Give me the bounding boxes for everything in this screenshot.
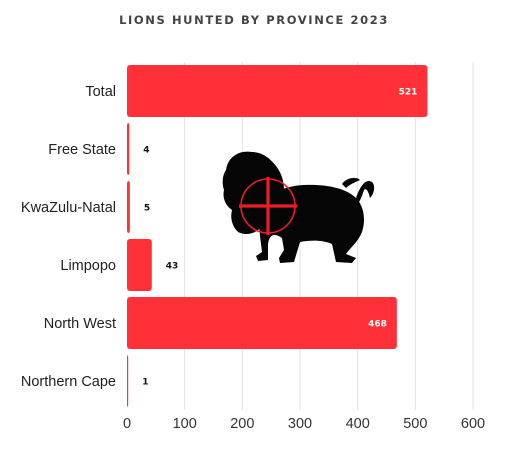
category-label: Total — [85, 84, 116, 100]
x-axis-ticks: 0 100 200 300 400 500 600 — [123, 416, 485, 432]
data-label: 1 — [142, 378, 148, 388]
data-label: 43 — [166, 262, 179, 272]
x-tick-label: 600 — [461, 416, 485, 432]
data-label: 5 — [144, 204, 150, 214]
data-label: 521 — [399, 88, 418, 98]
category-label: KwaZulu-Natal — [21, 200, 116, 216]
chart-title: LIONS HUNTED BY PROVINCE 2023 — [119, 13, 389, 27]
category-labels: Total 521 Free State 4 KwaZulu-Natal 5 Limpopo… — [21, 84, 418, 390]
category-label: Free State — [48, 142, 116, 158]
category-label: North West — [44, 316, 116, 332]
lion-crosshair-icon — [222, 151, 375, 263]
data-label: 468 — [368, 320, 387, 330]
bar — [127, 355, 129, 407]
bar — [127, 181, 130, 233]
bar — [127, 239, 152, 291]
bar — [127, 123, 130, 175]
bars — [127, 65, 428, 407]
data-label: 4 — [143, 146, 149, 156]
bar — [127, 297, 397, 349]
x-tick-label: 400 — [346, 416, 370, 432]
bar — [127, 65, 428, 117]
category-label: Limpopo — [60, 258, 116, 274]
category-label: Northern Cape — [21, 374, 116, 390]
x-tick-label: 0 — [123, 416, 131, 432]
x-tick-label: 300 — [288, 416, 312, 432]
x-tick-label: 500 — [403, 416, 427, 432]
x-tick-label: 100 — [173, 416, 197, 432]
x-tick-label: 200 — [230, 416, 254, 432]
